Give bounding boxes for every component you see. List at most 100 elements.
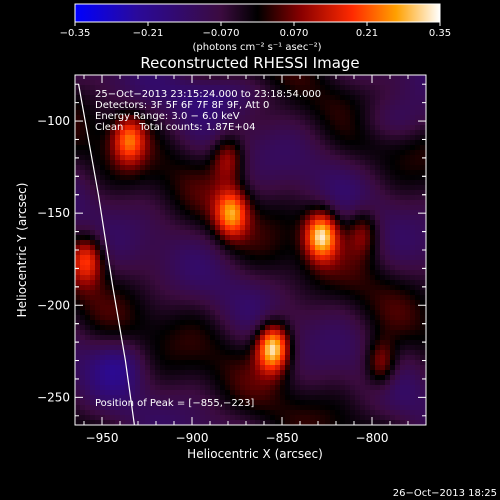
heatmap-cell xyxy=(290,365,296,371)
heatmap-cell xyxy=(155,165,161,171)
heatmap-cell xyxy=(250,310,256,316)
heatmap-cell xyxy=(165,390,171,396)
heatmap-cell xyxy=(270,350,276,356)
heatmap-cell xyxy=(155,355,161,361)
heatmap-cell xyxy=(125,280,131,286)
heatmap-cell xyxy=(210,345,216,351)
heatmap-cell xyxy=(400,300,406,306)
heatmap-cell xyxy=(225,110,231,116)
heatmap-cell xyxy=(370,215,376,221)
heatmap-cell xyxy=(295,240,301,246)
heatmap-cell xyxy=(105,335,111,341)
heatmap-cell xyxy=(170,350,176,356)
heatmap-cell xyxy=(400,140,406,146)
heatmap-cell xyxy=(265,235,271,241)
heatmap-cell xyxy=(235,245,241,251)
heatmap-cell xyxy=(175,150,181,156)
heatmap-cell xyxy=(155,255,161,261)
heatmap-cell xyxy=(320,220,326,226)
heatmap-cell xyxy=(230,330,236,336)
heatmap-cell xyxy=(405,260,411,266)
heatmap-cell xyxy=(370,210,376,216)
heatmap-cell xyxy=(165,260,171,266)
heatmap-cell xyxy=(120,80,126,86)
heatmap-cell xyxy=(250,140,256,146)
heatmap-cell xyxy=(200,95,206,101)
heatmap-cell xyxy=(185,295,191,301)
heatmap-cell xyxy=(215,145,221,151)
heatmap-cell xyxy=(205,340,211,346)
heatmap-cell xyxy=(130,405,136,411)
heatmap-cell xyxy=(75,345,81,351)
heatmap-cell xyxy=(280,380,286,386)
heatmap-cell xyxy=(180,320,186,326)
heatmap-cell xyxy=(305,165,311,171)
heatmap-cell xyxy=(140,305,146,311)
heatmap-cell xyxy=(225,390,231,396)
heatmap-cell xyxy=(235,410,241,416)
heatmap-cell xyxy=(340,215,346,221)
heatmap-cell xyxy=(385,370,391,376)
heatmap-cell xyxy=(405,310,411,316)
heatmap-cell xyxy=(110,255,116,261)
heatmap-cell xyxy=(85,330,91,336)
heatmap-cell xyxy=(200,150,206,156)
heatmap-cell xyxy=(390,250,396,256)
heatmap-cell xyxy=(280,80,286,86)
heatmap-cell xyxy=(420,385,426,391)
heatmap-cell xyxy=(245,230,251,236)
heatmap-cell xyxy=(420,260,426,266)
heatmap-cell xyxy=(380,155,386,161)
heatmap-cell xyxy=(235,350,241,356)
heatmap-cell xyxy=(420,250,426,256)
heatmap-cell xyxy=(200,160,206,166)
heatmap-cell xyxy=(240,175,246,181)
heatmap-cell xyxy=(100,230,106,236)
heatmap-cell xyxy=(215,375,221,381)
heatmap-cell xyxy=(185,360,191,366)
heatmap-cell xyxy=(180,270,186,276)
heatmap-cell xyxy=(130,320,136,326)
heatmap-cell xyxy=(260,380,266,386)
heatmap-cell xyxy=(135,145,141,151)
heatmap-cell xyxy=(295,95,301,101)
heatmap-cell xyxy=(235,90,241,96)
heatmap-cell xyxy=(200,145,206,151)
heatmap-cell xyxy=(230,280,236,286)
heatmap-cell xyxy=(315,380,321,386)
heatmap-cell xyxy=(175,95,181,101)
heatmap-cell xyxy=(260,220,266,226)
heatmap-cell xyxy=(210,250,216,256)
heatmap-cell xyxy=(370,290,376,296)
heatmap-cell xyxy=(160,95,166,101)
heatmap-cell xyxy=(275,345,281,351)
heatmap-cell xyxy=(385,110,391,116)
heatmap-cell xyxy=(345,355,351,361)
heatmap-cell xyxy=(355,135,361,141)
heatmap-cell xyxy=(250,330,256,336)
heatmap-cell xyxy=(255,325,261,331)
heatmap-cell xyxy=(105,360,111,366)
heatmap-cell xyxy=(215,215,221,221)
heatmap-cell xyxy=(365,200,371,206)
heatmap-cell xyxy=(195,370,201,376)
heatmap-cell xyxy=(150,235,156,241)
heatmap-cell xyxy=(250,255,256,261)
heatmap-cell xyxy=(80,370,86,376)
heatmap-cell xyxy=(150,240,156,246)
heatmap-cell xyxy=(275,330,281,336)
heatmap-cell xyxy=(145,410,151,416)
heatmap-cell xyxy=(90,130,96,136)
heatmap-cell xyxy=(415,275,421,281)
heatmap-cell xyxy=(280,160,286,166)
heatmap-cell xyxy=(320,140,326,146)
heatmap-cell xyxy=(135,385,141,391)
heatmap-cell xyxy=(145,145,151,151)
heatmap-cell xyxy=(280,395,286,401)
heatmap-cell xyxy=(325,385,331,391)
heatmap-cell xyxy=(315,370,321,376)
heatmap-cell xyxy=(265,245,271,251)
heatmap-cell xyxy=(235,105,241,111)
heatmap-cell xyxy=(215,180,221,186)
heatmap-cell xyxy=(405,410,411,416)
